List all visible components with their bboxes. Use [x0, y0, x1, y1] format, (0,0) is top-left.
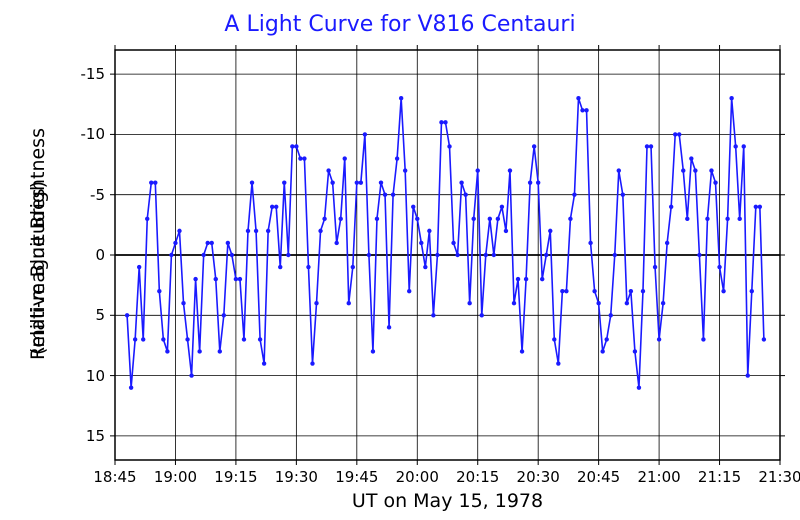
x-tick-label: 19:30	[271, 468, 321, 486]
x-tick-label: 21:30	[755, 468, 800, 486]
x-tick-label: 21:00	[634, 468, 684, 486]
y-axis-label-line2: (milli-magnitudes)	[27, 138, 49, 398]
x-axis-label: UT on May 15, 1978	[115, 490, 780, 512]
x-tick-label: 20:15	[453, 468, 503, 486]
x-tick-label: 20:45	[574, 468, 624, 486]
y-tick-label: 10	[86, 367, 105, 385]
x-tick-label: 18:45	[90, 468, 140, 486]
y-tick-label: 0	[95, 246, 105, 264]
y-tick-label: 15	[86, 427, 105, 445]
y-tick-label: -5	[90, 186, 105, 204]
light-curve-chart: A Light Curve for V816 Centauri Relative…	[0, 0, 800, 520]
plot-canvas	[0, 0, 800, 520]
y-tick-label: -15	[81, 65, 106, 83]
x-tick-label: 20:30	[513, 468, 563, 486]
x-tick-label: 19:00	[150, 468, 200, 486]
x-tick-label: 20:00	[392, 468, 442, 486]
y-tick-label: 5	[95, 306, 105, 324]
y-tick-label: -10	[81, 125, 106, 143]
x-tick-label: 21:15	[695, 468, 745, 486]
x-tick-label: 19:15	[211, 468, 261, 486]
x-tick-label: 19:45	[332, 468, 382, 486]
